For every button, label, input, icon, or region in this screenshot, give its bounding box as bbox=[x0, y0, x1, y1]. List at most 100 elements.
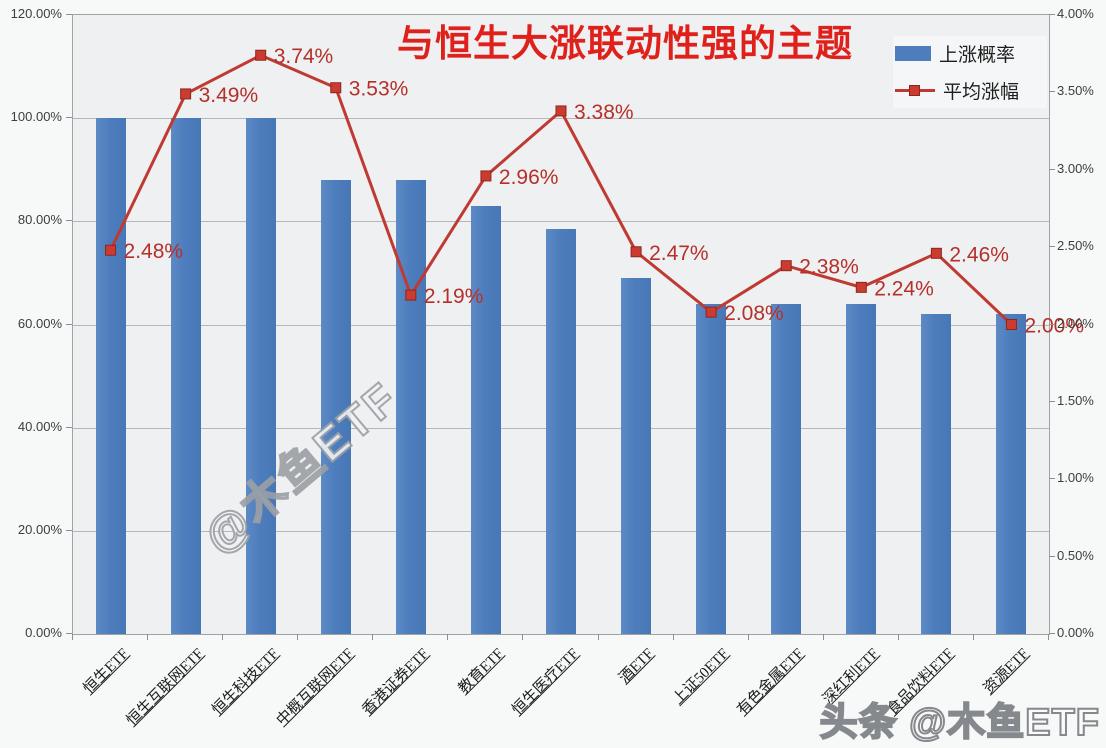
tickmark bbox=[1049, 246, 1055, 248]
axis-tick-label: 80.00% bbox=[17, 212, 62, 228]
line-marker bbox=[105, 244, 117, 256]
bar bbox=[621, 278, 652, 634]
data-label: 3.49% bbox=[199, 84, 259, 107]
tickmark bbox=[66, 529, 72, 531]
line-series: 2.48% 3.49% 3.74% 3.53% 2.19% 2.96% 3.38% 2.47%… bbox=[105, 45, 1084, 338]
axis-tick-label: 120.00% bbox=[10, 6, 62, 21]
line-marker bbox=[255, 49, 267, 61]
tickmark bbox=[1048, 634, 1049, 640]
tickmark bbox=[372, 634, 374, 640]
chart-title: 与恒生大涨联动性强的主题 bbox=[397, 23, 853, 64]
axis-tick-label: 1.00% bbox=[1057, 470, 1094, 486]
line-marker bbox=[180, 88, 192, 100]
axis-tick-label: 40.00% bbox=[17, 418, 62, 434]
tickmark bbox=[66, 117, 72, 119]
axis-tick-label: 0.00% bbox=[25, 625, 62, 640]
bar bbox=[696, 303, 727, 634]
bar bbox=[996, 314, 1027, 634]
axis-tick-label: 0.50% bbox=[1057, 547, 1094, 563]
data-label: 2.19% bbox=[424, 285, 484, 308]
tickmark bbox=[1049, 633, 1055, 634]
axis-tick-label: 2.50% bbox=[1057, 238, 1094, 254]
line-marker bbox=[705, 306, 717, 318]
axis-tick-label: 60.00% bbox=[17, 315, 62, 331]
bar bbox=[95, 118, 126, 634]
data-label: 3.53% bbox=[349, 78, 409, 101]
data-label: 2.38% bbox=[799, 256, 859, 279]
tickmark bbox=[897, 634, 899, 640]
line-marker bbox=[930, 247, 942, 259]
tickmark bbox=[72, 634, 73, 640]
line-marker bbox=[330, 82, 342, 94]
bar bbox=[170, 118, 201, 634]
data-label: 3.38% bbox=[574, 101, 634, 124]
line-marker bbox=[555, 105, 567, 117]
tickmark bbox=[66, 323, 72, 325]
tickmark bbox=[222, 634, 224, 640]
tickmark bbox=[1049, 400, 1055, 402]
tickmark bbox=[1049, 14, 1055, 15]
line-marker bbox=[855, 281, 867, 293]
tickmark bbox=[297, 634, 299, 640]
line-marker bbox=[1005, 319, 1017, 330]
line-marker bbox=[780, 260, 792, 272]
axis-tick-label: 2.00% bbox=[1057, 315, 1094, 331]
tickmark bbox=[972, 634, 974, 640]
gridline bbox=[73, 221, 1049, 223]
tickmark bbox=[1049, 323, 1055, 325]
tickmark bbox=[66, 633, 72, 634]
axis-tick-label: 20.00% bbox=[17, 521, 62, 537]
gridline bbox=[73, 118, 1049, 120]
axis-tick-label: 1.50% bbox=[1057, 392, 1094, 408]
data-label: 2.08% bbox=[724, 302, 784, 325]
legend-bar-label: 上涨概率 bbox=[939, 45, 1016, 66]
bar bbox=[921, 314, 952, 634]
y-axis-right: 0.00% 0.50% 1.00% 1.50% 2.00% 2.50% 3.00% 3.50%… bbox=[1057, 0, 1106, 748]
bar bbox=[546, 229, 576, 634]
tickmark bbox=[1049, 91, 1055, 93]
bar bbox=[395, 180, 426, 634]
legend: 上涨概率 平均涨幅 bbox=[893, 36, 1047, 108]
legend-line-swatch-icon bbox=[895, 83, 935, 98]
line-marker bbox=[480, 170, 492, 182]
axis-tick-label: 0.00% bbox=[1057, 625, 1094, 640]
watermark-bottom-right: 头条 @木鱼ETF bbox=[819, 701, 1100, 745]
bar bbox=[771, 303, 802, 634]
data-label: 2.96% bbox=[499, 166, 559, 189]
tickmark bbox=[66, 220, 72, 222]
tickmark bbox=[597, 634, 599, 640]
tickmark bbox=[1049, 168, 1055, 170]
axis-tick-label: 4.00% bbox=[1057, 6, 1094, 21]
legend-item-line: 平均涨幅 bbox=[895, 77, 1045, 104]
bar bbox=[245, 118, 276, 634]
axis-tick-label: 100.00% bbox=[10, 109, 62, 125]
data-label: 2.46% bbox=[949, 243, 1009, 266]
tickmark bbox=[672, 634, 674, 640]
tickmark bbox=[147, 634, 149, 640]
tickmark bbox=[747, 634, 749, 640]
data-label: 3.74% bbox=[274, 45, 334, 68]
axis-tick-label: 3.50% bbox=[1057, 83, 1094, 99]
legend-line-label: 平均涨幅 bbox=[943, 82, 1020, 103]
data-label: 2.47% bbox=[649, 242, 709, 265]
tickmark bbox=[1049, 478, 1055, 480]
tickmark bbox=[822, 634, 824, 640]
legend-item-bar: 上涨概率 bbox=[895, 40, 1045, 67]
line-marker bbox=[405, 289, 417, 301]
bar bbox=[846, 303, 877, 634]
plot-area: 2.48% 3.49% 3.74% 3.53% 2.19% 2.96% 3.38% 2.47%… bbox=[72, 14, 1084, 635]
tickmark bbox=[66, 426, 72, 428]
bar bbox=[470, 205, 501, 634]
data-label: 2.48% bbox=[124, 240, 184, 263]
tickmark bbox=[1049, 555, 1055, 557]
data-label: 2.24% bbox=[874, 277, 934, 300]
bar bbox=[320, 180, 351, 634]
legend-bar-swatch-icon bbox=[895, 46, 931, 61]
data-label: 2.00% bbox=[1024, 315, 1084, 338]
tickmark bbox=[447, 634, 449, 640]
tickmark bbox=[522, 634, 524, 640]
axis-tick-label: 3.00% bbox=[1057, 160, 1094, 176]
line-marker bbox=[630, 246, 642, 258]
tickmark bbox=[66, 14, 72, 15]
